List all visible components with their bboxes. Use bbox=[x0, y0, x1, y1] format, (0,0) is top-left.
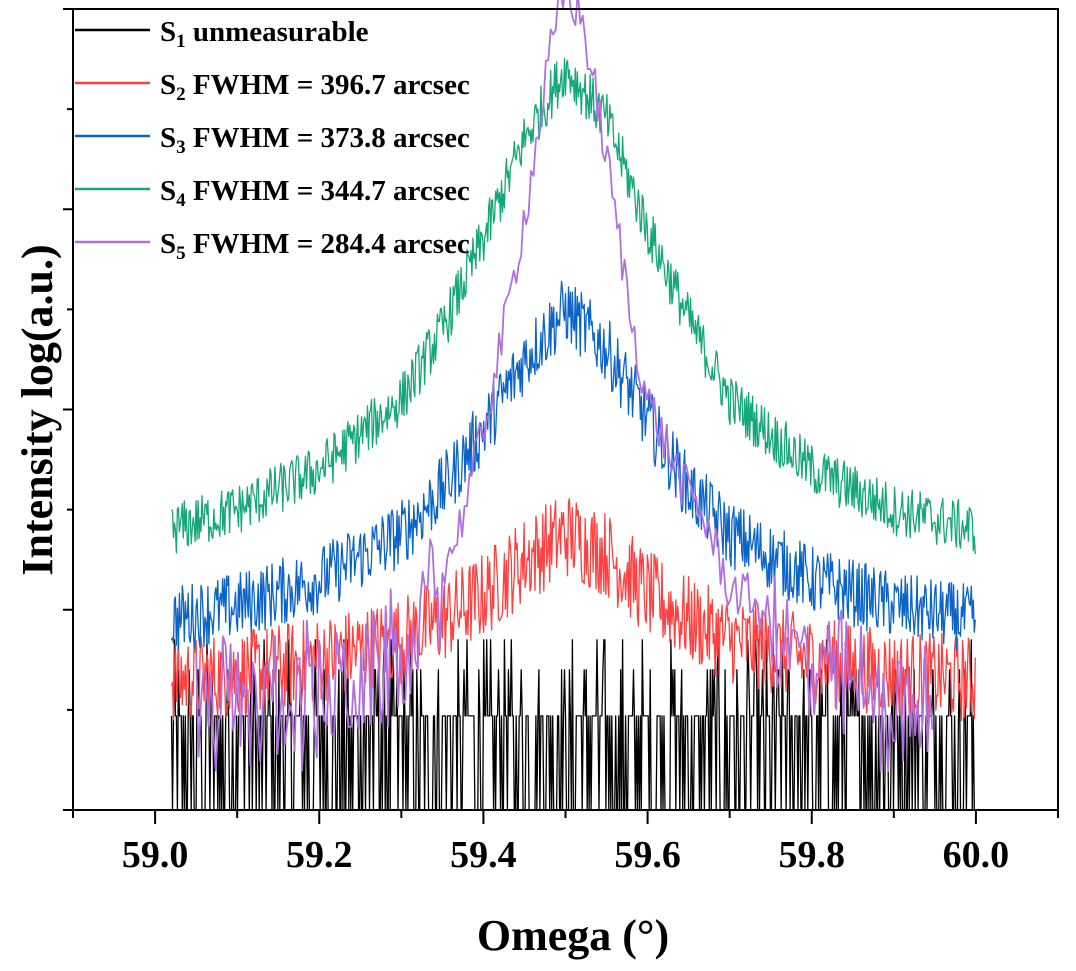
series-line-S4 bbox=[171, 57, 976, 555]
series-line-S3 bbox=[170, 280, 976, 651]
legend-label-S3: S3 FWHM = 373.8 arcsec bbox=[160, 122, 470, 158]
series-layer bbox=[170, 0, 976, 811]
series-line-S5 bbox=[195, 0, 934, 773]
legend-label-S5: S5 FWHM = 284.4 arcsec bbox=[160, 228, 470, 264]
x-axis-title: Omega (°) bbox=[477, 911, 669, 960]
x-tick-label: 59.4 bbox=[450, 834, 517, 876]
axes-layer: 59.0 59.2 59.4 59.6 59.8 60.0 bbox=[63, 8, 1059, 876]
x-tick-label: 59.6 bbox=[614, 834, 681, 876]
y-axis-title: Intensity log(a.u.) bbox=[13, 244, 62, 575]
legend: S1 unmeasurable S2 FWHM = 396.7 arcsec S3 … bbox=[75, 16, 470, 264]
x-tick-label: 59.2 bbox=[286, 834, 353, 876]
legend-label-S4: S4 FWHM = 344.7 arcsec bbox=[160, 175, 470, 211]
legend-label-S2: S2 FWHM = 396.7 arcsec bbox=[160, 69, 470, 105]
legend-label-S1: S1 unmeasurable bbox=[160, 16, 369, 52]
x-tick-label: 59.0 bbox=[122, 834, 189, 876]
x-tick-label: 59.8 bbox=[779, 834, 846, 876]
x-tick-label: 60.0 bbox=[943, 834, 1010, 876]
